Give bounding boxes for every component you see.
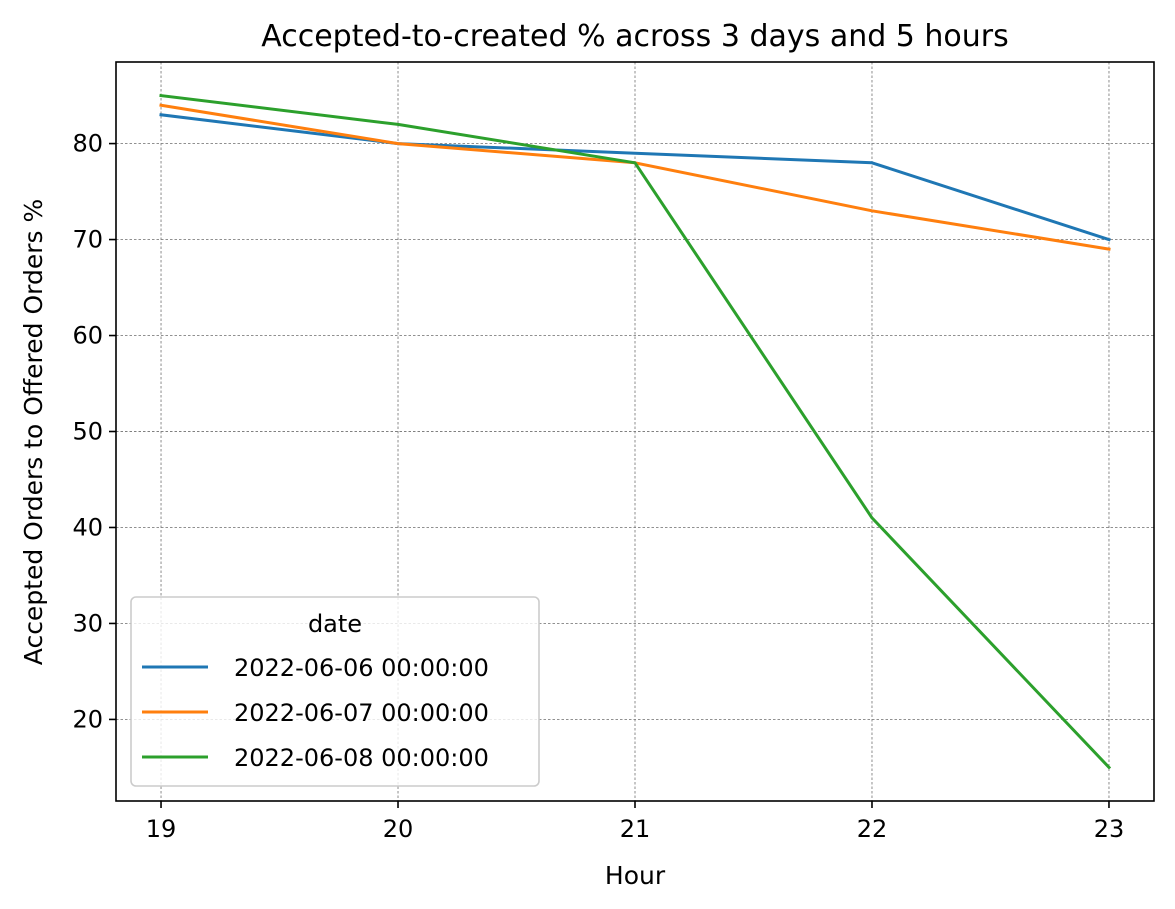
axis-ticks: 19 20 21 22 23 20 30 40 50 60 70 80	[72, 130, 1124, 843]
x-tick-label: 20	[383, 815, 414, 843]
legend-label-2: 2022-06-07 00:00:00	[234, 699, 489, 727]
legend-title: date	[308, 610, 362, 638]
series-lines	[159, 93, 1112, 770]
series-line-3	[159, 93, 1112, 770]
legend: date 2022-06-06 00:00:00 2022-06-07 00:00…	[130, 596, 540, 787]
y-tick-label: 40	[72, 513, 103, 541]
x-axis-label: Hour	[605, 861, 666, 890]
y-tick-label: 30	[72, 609, 103, 637]
y-tick-label: 70	[72, 226, 103, 254]
x-tick-label: 22	[857, 815, 888, 843]
y-tick-label: 50	[72, 418, 103, 446]
y-tick-label: 60	[72, 322, 103, 350]
legend-label-1: 2022-06-06 00:00:00	[234, 654, 489, 682]
y-tick-label: 20	[72, 705, 103, 733]
series-line-1	[159, 113, 1111, 242]
legend-box	[130, 596, 540, 787]
chart-title: Accepted-to-created % across 3 days and …	[261, 19, 1009, 54]
legend-label-3: 2022-06-08 00:00:00	[234, 744, 489, 772]
x-tick-label: 23	[1094, 815, 1125, 843]
x-tick-label: 21	[620, 815, 651, 843]
y-axis-label: Accepted Orders to Offered Orders %	[19, 199, 48, 665]
x-tick-label: 19	[146, 815, 177, 843]
y-tick-label: 80	[72, 130, 103, 158]
